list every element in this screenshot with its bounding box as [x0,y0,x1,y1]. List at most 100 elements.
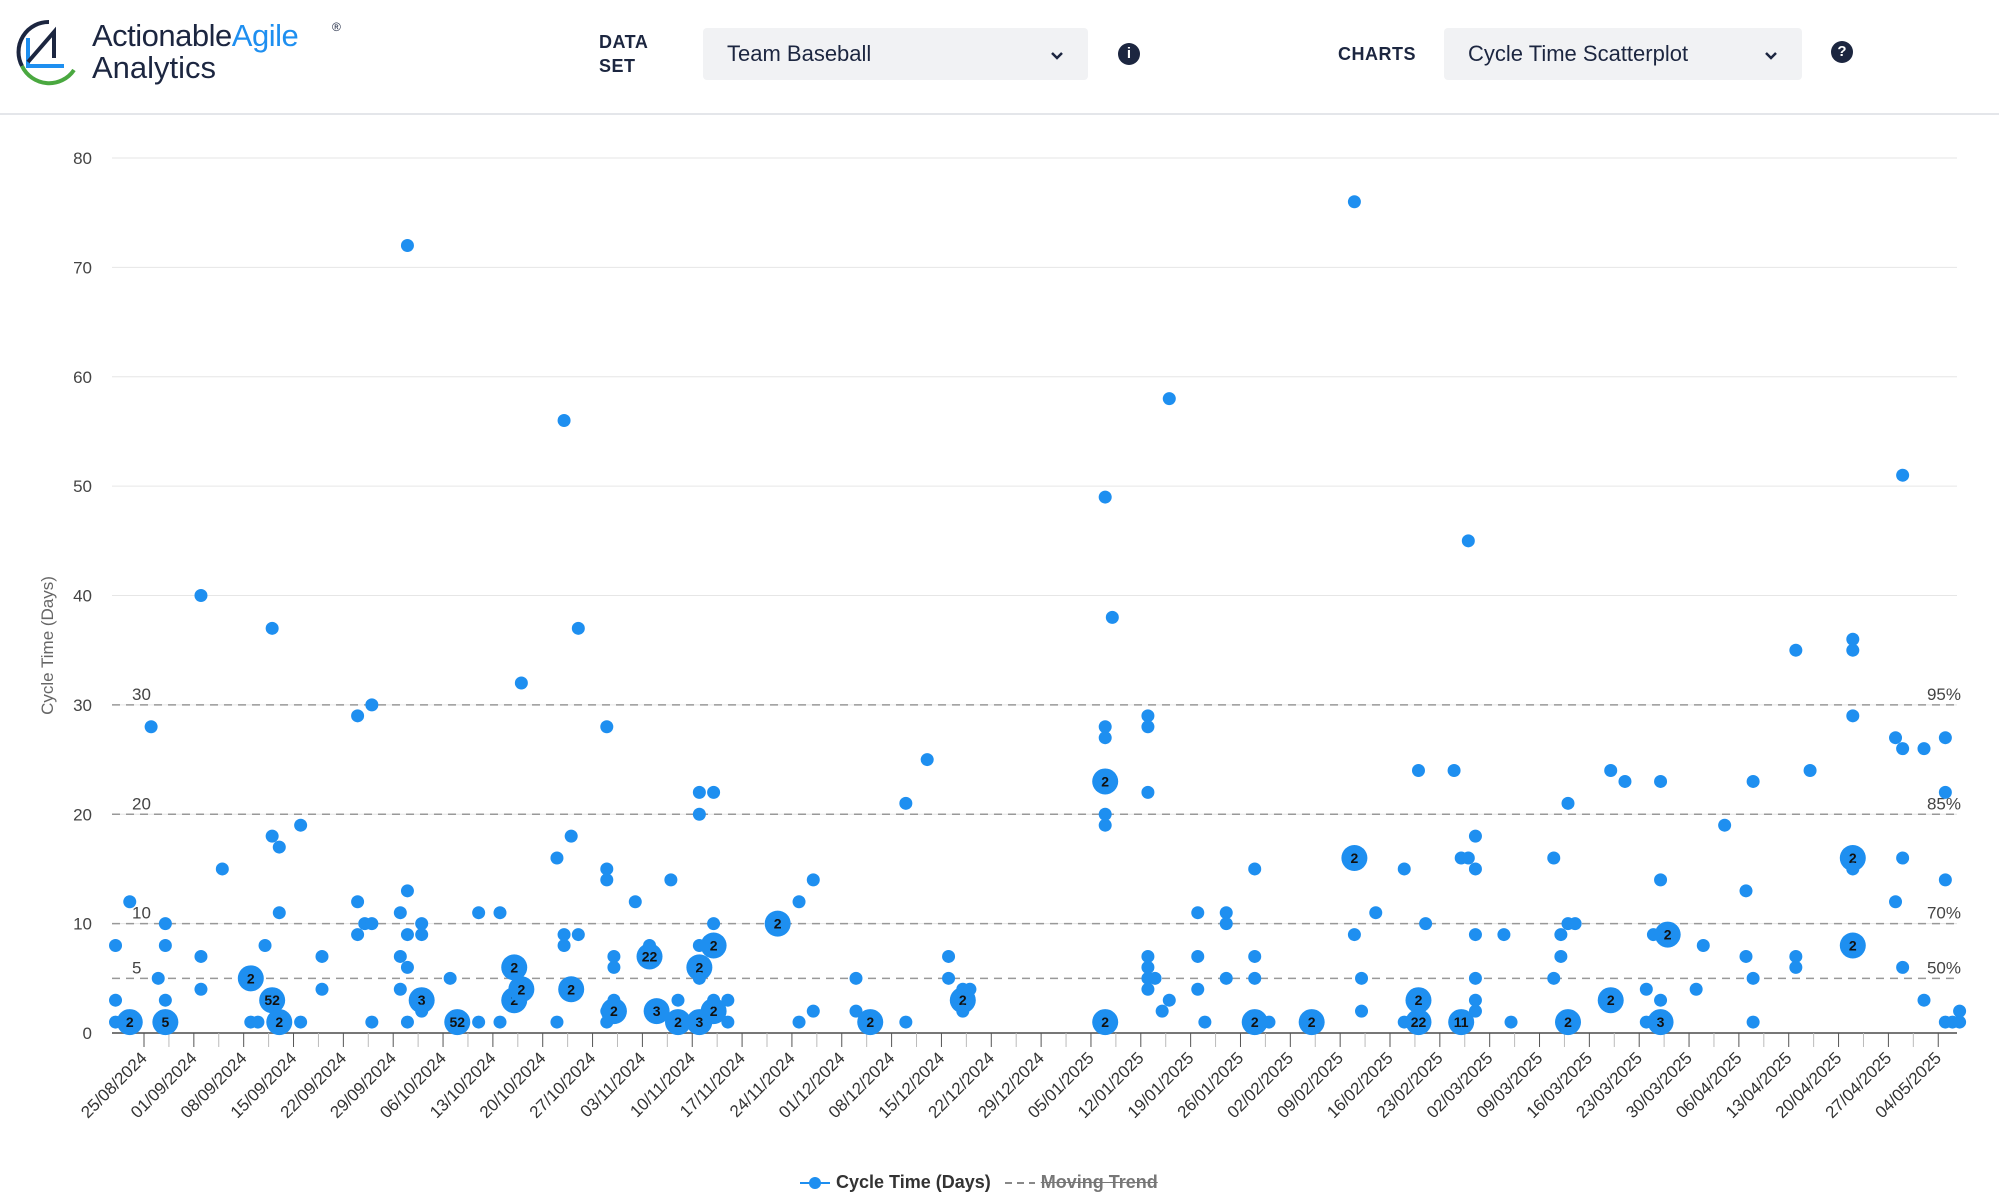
data-point [194,982,208,996]
cluster-count: 2 [1101,773,1109,789]
data-point [942,971,956,985]
data-point [1789,643,1803,657]
data-point [1846,632,1860,646]
cluster-count: 2 [1101,1014,1109,1030]
data-point [692,971,706,985]
data-point-cluster [1341,845,1368,871]
data-point [1746,971,1760,985]
data-point [721,993,735,1007]
data-point-cluster [1241,1009,1268,1036]
data-point [1789,960,1803,974]
data-point [1554,949,1568,963]
cluster-count: 22 [642,948,658,964]
data-point [792,895,806,909]
data-point [1896,742,1910,756]
data-point [671,993,685,1007]
cluster-count: 2 [1607,992,1615,1008]
percentile-label: 50% [1927,958,1961,977]
data-point [400,1015,414,1029]
data-point-cluster [1405,987,1432,1014]
data-point [1198,1015,1212,1029]
data-point [1896,468,1910,482]
data-point [550,1015,564,1029]
data-point [1191,982,1205,996]
data-point [1155,1004,1169,1018]
data-point [1355,971,1369,985]
data-point-cluster [1405,1009,1432,1036]
percentile-left-label: 5 [132,958,141,977]
data-point [1938,785,1952,799]
data-point [1219,906,1233,920]
data-point-cluster [1597,987,1624,1014]
data-point [123,895,137,909]
data-point [1461,851,1475,865]
data-point [607,949,621,963]
cluster-count: 2 [1564,1014,1572,1030]
data-point [707,993,721,1007]
data-point [400,960,414,974]
data-point [1447,764,1461,777]
data-point [1219,917,1233,931]
data-point [571,928,585,942]
data-point [1098,731,1112,745]
data-point-cluster [508,976,535,1003]
logo-text: ActionableAgile [92,18,299,53]
dataset-select[interactable]: Team Baseball [703,28,1088,80]
data-point [1468,928,1482,942]
data-point [557,414,571,427]
data-point-cluster [636,943,663,970]
percentile-left-label: 10 [132,904,151,923]
legend-dot-icon [800,1176,830,1189]
data-point-cluster [700,932,727,959]
cluster-count: 2 [610,1003,618,1019]
legend-item-moving-trend[interactable]: Moving Trend [1004,1172,1158,1193]
cluster-count: 2 [1664,927,1672,943]
chevron-down-icon [1764,41,1778,67]
data-point-cluster [558,976,585,1003]
data-point [258,939,272,952]
data-point [472,906,486,920]
data-point [1689,982,1703,996]
data-point [1355,1004,1369,1018]
data-point [1889,731,1903,745]
cluster-count: 2 [1308,1014,1316,1030]
y-tick-label: 80 [73,149,92,168]
data-point [664,873,678,887]
info-icon[interactable]: i [1118,43,1140,65]
cluster-count: 2 [674,1014,682,1030]
data-point [1746,1015,1760,1029]
data-point [1219,971,1233,985]
data-point [251,1015,265,1029]
logo-text-2: Analytics [92,50,217,85]
cluster-count: 11 [1454,1014,1469,1030]
data-point [1497,928,1511,942]
data-point-cluster [501,954,528,981]
data-point [393,906,407,920]
data-point [351,928,365,942]
data-point-cluster [1839,932,1866,959]
data-point-cluster [686,954,713,981]
data-point [692,785,706,799]
help-icon[interactable]: ? [1831,41,1853,63]
data-point [493,906,507,920]
data-point-cluster [665,1009,691,1036]
charts-select[interactable]: Cycle Time Scatterplot [1444,28,1802,80]
data-point [294,1015,308,1029]
chevron-down-icon [1050,41,1064,67]
cluster-count: 2 [1849,938,1857,954]
data-point [628,895,642,909]
charts-value: Cycle Time Scatterplot [1468,41,1689,66]
legend-item-cycle-time[interactable]: Cycle Time (Days) [800,1172,991,1193]
data-point [1468,862,1482,876]
cluster-count: 2 [1351,850,1359,866]
legend: Cycle Time (Days) Moving Trend [800,1172,1158,1193]
cluster-count: 2 [126,1014,134,1030]
data-point-cluster [237,965,264,992]
data-point-cluster [1839,845,1866,871]
data-point [1347,928,1361,942]
data-point [351,709,365,723]
data-point [1468,1004,1482,1018]
data-point [1739,949,1753,963]
data-point [1347,195,1361,209]
